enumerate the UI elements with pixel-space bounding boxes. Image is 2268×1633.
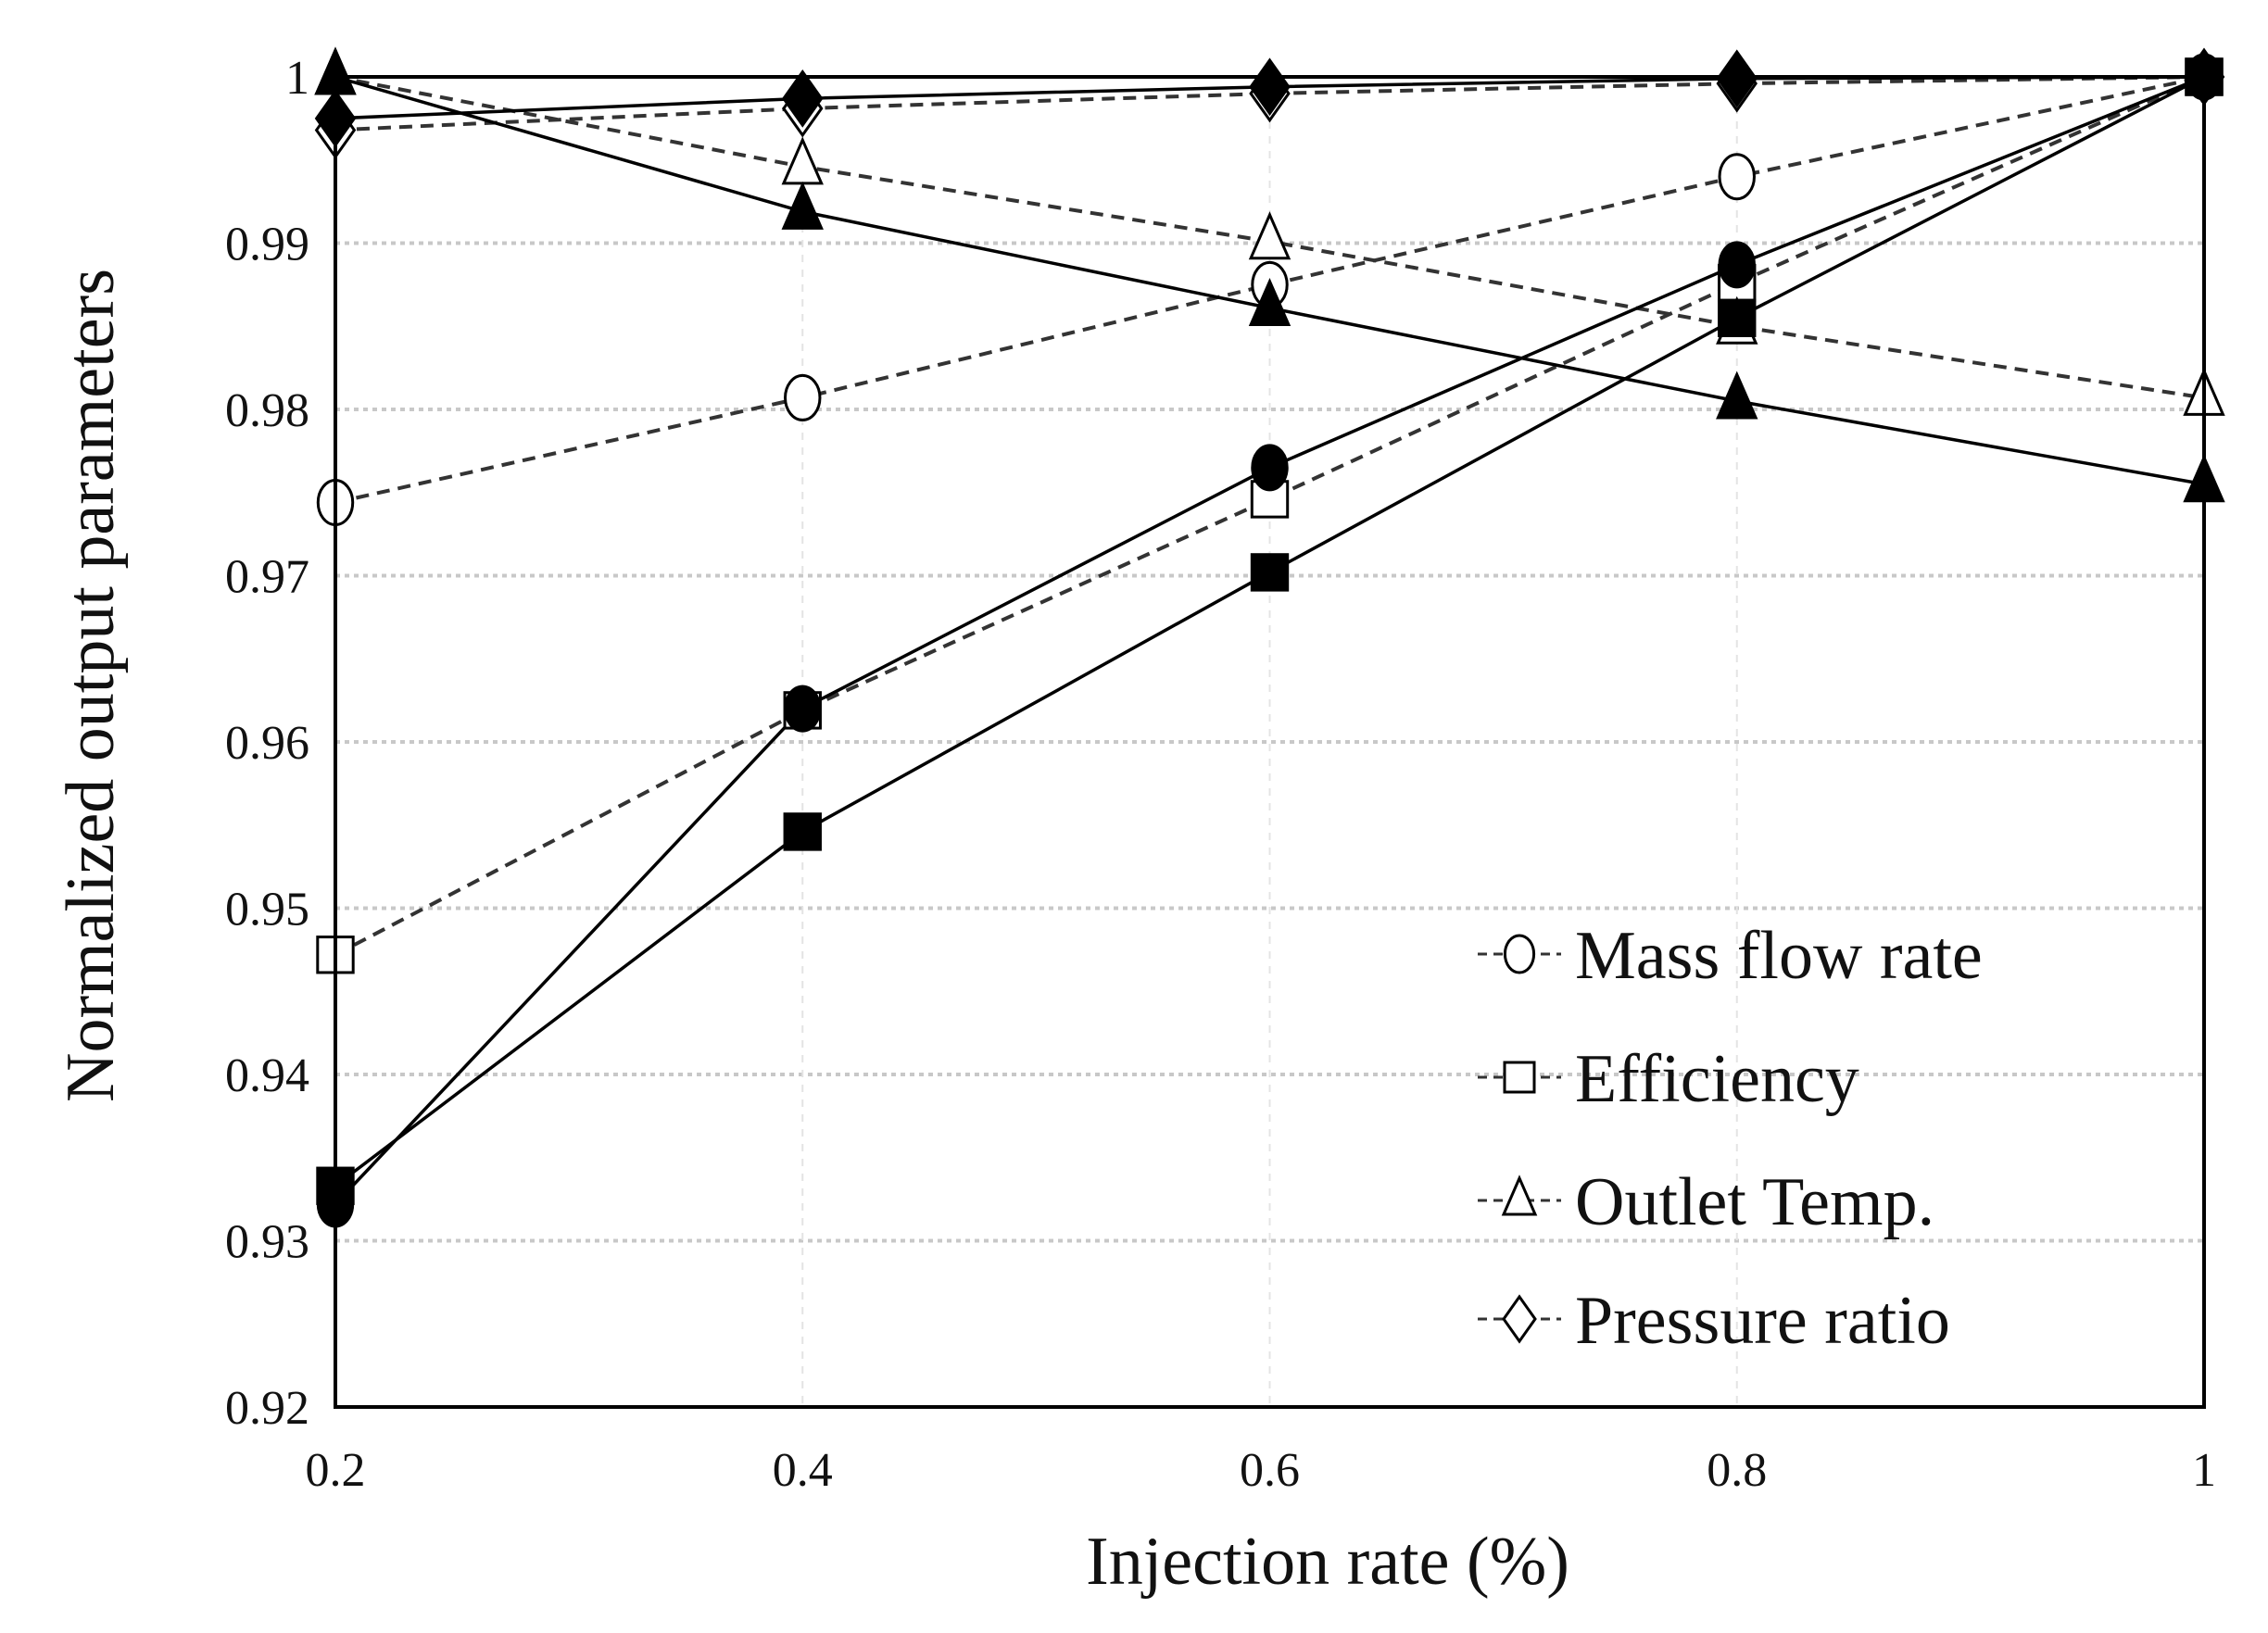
legend-item: Outlet Temp.	[1478, 1164, 1934, 1240]
y-tick-label: 0.94	[225, 1049, 309, 1102]
legend-item: Mass flow rate	[1478, 918, 1983, 994]
series-group	[314, 46, 2225, 1228]
square-marker	[783, 812, 822, 851]
triangle-marker	[1248, 277, 1292, 327]
circle-marker	[1251, 444, 1289, 492]
y-tick-label: 0.96	[225, 717, 309, 770]
y-axis-label: Normalized output parameters	[53, 269, 129, 1102]
circle-marker	[1503, 934, 1536, 974]
triangle-marker	[1716, 371, 1758, 420]
legend-label: Efficiency	[1575, 1041, 1859, 1117]
circle-marker	[1718, 241, 1756, 289]
y-tick-labels: 0.92 0.93 0.94 0.95 0.96 0.97 0.98 0.99 1	[225, 52, 309, 1435]
x-tick-label: 0.8	[1707, 1444, 1767, 1497]
diamond-marker	[782, 69, 824, 128]
triangle-marker	[1248, 211, 1292, 260]
triangle-marker	[781, 136, 824, 185]
legend-label: Outlet Temp.	[1575, 1164, 1934, 1240]
square-marker	[1503, 1061, 1536, 1094]
circle-marker	[1718, 153, 1756, 201]
diamond-marker	[1502, 1294, 1537, 1344]
square-marker	[1718, 298, 1757, 337]
y-tick-label: 0.97	[225, 551, 309, 604]
circle-marker	[784, 373, 822, 421]
legend-label: Mass flow rate	[1575, 918, 1983, 994]
legend: Mass flow rate Efficiency Outlet Temp. Pres…	[1478, 918, 1983, 1359]
legend-label: Pressure ratio	[1575, 1283, 1950, 1359]
grid	[335, 77, 2204, 1407]
y-tick-label: 0.98	[225, 384, 309, 437]
x-tick-label: 0.2	[306, 1444, 366, 1497]
circle-marker	[784, 685, 822, 733]
plot-border	[334, 75, 2206, 1409]
x-tick-label: 0.4	[773, 1444, 833, 1497]
diamond-marker	[1249, 57, 1291, 117]
triangle-marker	[1501, 1175, 1538, 1216]
y-tick-label: 0.92	[225, 1382, 309, 1435]
x-tick-label: 1	[2192, 1444, 2216, 1497]
y-tick-label: 0.99	[225, 219, 309, 271]
legend-item: Pressure ratio	[1478, 1283, 1950, 1359]
square-marker	[1250, 553, 1290, 592]
legend-item: Efficiency	[1478, 1041, 1859, 1117]
y-tick-label: 0.95	[225, 884, 309, 936]
series-markers	[314, 46, 2225, 1228]
x-tick-labels: 0.2 0.4 0.6 0.8 1	[306, 1444, 2217, 1497]
y-tick-label: 0.93	[225, 1216, 309, 1269]
y-tick-label: 1	[285, 52, 309, 105]
x-tick-label: 0.6	[1240, 1444, 1300, 1497]
series-points-diamond-filled	[314, 47, 2225, 148]
triangle-marker	[781, 181, 824, 230]
series-line-diamond-open	[334, 75, 2205, 132]
x-axis-label: Injection rate (%)	[1086, 1524, 1569, 1600]
series-line-square-open	[334, 75, 2205, 957]
plot-frame	[334, 75, 2206, 1409]
